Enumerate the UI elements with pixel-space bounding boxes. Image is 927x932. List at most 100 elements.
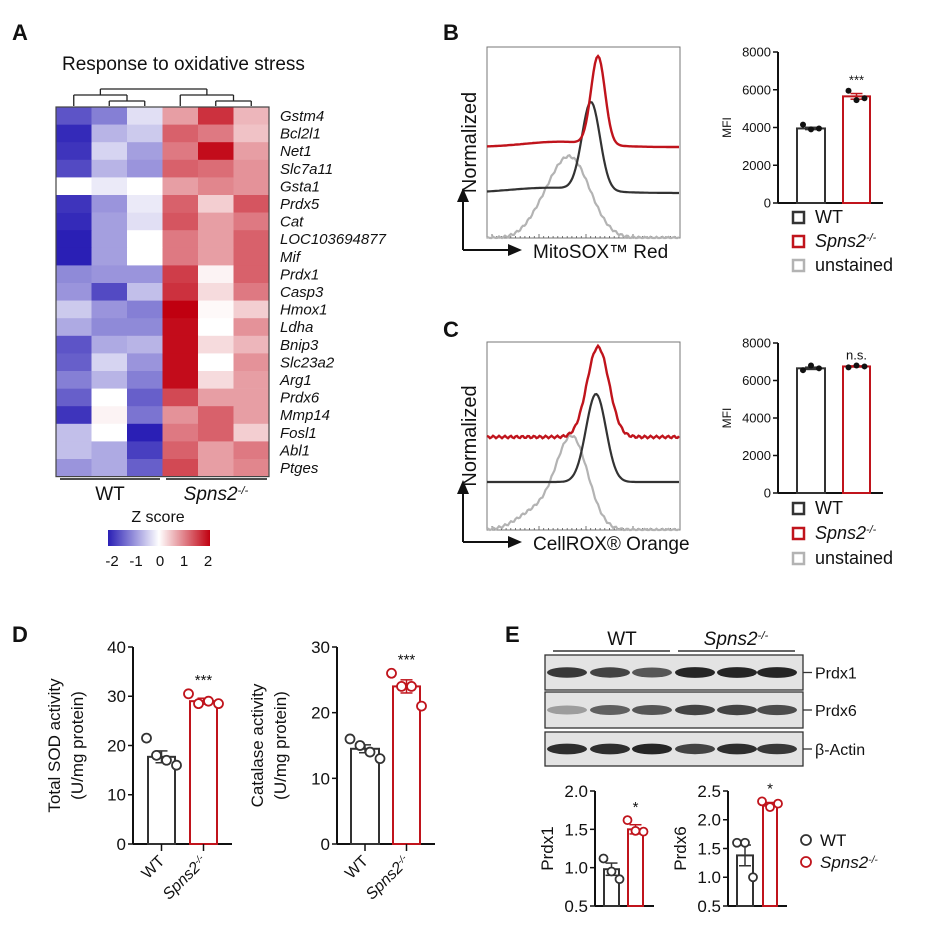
data-point bbox=[354, 740, 366, 751]
data-point bbox=[765, 802, 775, 812]
bar-wt bbox=[350, 747, 380, 845]
blot-band bbox=[757, 667, 797, 678]
legend-label-wt: WT bbox=[815, 498, 843, 518]
heatmap-cell bbox=[162, 195, 199, 213]
blot-band bbox=[590, 743, 630, 755]
heatmap-cell bbox=[198, 212, 234, 231]
data-point bbox=[630, 825, 641, 836]
data-point bbox=[396, 681, 407, 692]
genotype-superscript: -/- bbox=[868, 855, 878, 866]
heatmap-cell bbox=[233, 159, 270, 178]
heatmap-cell bbox=[233, 459, 270, 477]
heatmap-cell bbox=[233, 300, 270, 319]
arrow-head-icon bbox=[457, 480, 469, 494]
heatmap-cell bbox=[233, 283, 270, 301]
colorbar bbox=[108, 530, 210, 546]
gene-label: Prdx1 bbox=[280, 266, 319, 283]
blot-band bbox=[632, 704, 672, 716]
bar-ko bbox=[392, 685, 421, 846]
genotype-base: Spns2 bbox=[704, 629, 758, 650]
gene-label: Abl1 bbox=[279, 442, 310, 459]
heatmap-cell bbox=[56, 335, 92, 354]
data-point bbox=[406, 681, 417, 692]
legend-marker-ko bbox=[800, 856, 812, 868]
heatmap-cell bbox=[198, 459, 234, 477]
arrow-head-icon bbox=[508, 536, 522, 548]
genotype-superscript: -/- bbox=[238, 485, 249, 497]
heatmap-cell bbox=[91, 230, 128, 249]
heatmap-cell bbox=[198, 353, 234, 372]
blot-band bbox=[590, 667, 630, 678]
blot-group-wt: WT bbox=[607, 629, 637, 650]
y-axis-label: Prdx1 bbox=[538, 826, 557, 870]
heatmap-cell bbox=[127, 441, 163, 460]
heatmap-cell bbox=[127, 423, 163, 442]
heatmap-cell bbox=[162, 124, 199, 143]
heatmap-cell bbox=[233, 388, 270, 407]
heatmap-cell bbox=[127, 265, 163, 284]
data-point bbox=[364, 746, 376, 758]
y-tick-label: 0.5 bbox=[564, 897, 588, 916]
data-point bbox=[151, 749, 162, 761]
histogram-ylabel: Normalized bbox=[459, 92, 481, 193]
data-point bbox=[861, 363, 868, 370]
blot-band bbox=[757, 704, 797, 716]
heatmap-cell bbox=[56, 318, 92, 337]
heatmap-cell bbox=[91, 300, 128, 319]
data-point bbox=[213, 698, 224, 710]
data-point bbox=[203, 695, 214, 707]
colorbar-tick: 1 bbox=[180, 553, 188, 570]
heatmap-cell bbox=[91, 441, 128, 460]
wt-histogram bbox=[487, 392, 679, 484]
significance-label: *** bbox=[195, 672, 213, 689]
heatmap-cell bbox=[233, 212, 270, 231]
heatmap-cell bbox=[56, 124, 92, 143]
heatmap-cell bbox=[198, 195, 234, 213]
heatmap-cell bbox=[127, 177, 163, 196]
panel-label-E: E bbox=[505, 622, 520, 647]
heatmap-cell bbox=[127, 212, 163, 231]
blot-band bbox=[632, 743, 672, 755]
y-tick-label: 2000 bbox=[742, 448, 771, 463]
heatmap-cell bbox=[198, 406, 234, 425]
heatmap-cell bbox=[56, 177, 92, 196]
heatmap-cell bbox=[127, 247, 163, 266]
histogram-xlabel: CellROX® Orange bbox=[533, 534, 690, 555]
panel-label-C: C bbox=[443, 317, 459, 342]
heatmap-cell bbox=[233, 107, 270, 125]
blot-band bbox=[675, 743, 715, 755]
heatmap-cell bbox=[91, 353, 128, 372]
bar-ko bbox=[189, 700, 218, 845]
gene-label: Cat bbox=[280, 214, 304, 231]
y-axis-label: MFI bbox=[720, 117, 734, 138]
data-point bbox=[853, 97, 860, 104]
legend-swatch-unstained bbox=[791, 551, 806, 566]
blot-label: Prdx6 bbox=[815, 703, 857, 720]
heatmap-cell bbox=[198, 247, 234, 266]
heatmap-cell bbox=[162, 107, 199, 125]
y-axis-label: MFI bbox=[720, 408, 734, 429]
y-tick-label: 2.0 bbox=[697, 811, 721, 830]
heatmap-cell bbox=[56, 353, 92, 372]
y-tick-label: 0.5 bbox=[697, 897, 721, 916]
panel-label-B: B bbox=[443, 20, 459, 45]
heatmap-cell bbox=[233, 230, 270, 249]
heatmap-cell bbox=[198, 318, 234, 337]
heatmap-border bbox=[55, 106, 270, 478]
colorbar-label: Z score bbox=[131, 509, 184, 526]
heatmap-cell bbox=[127, 142, 163, 161]
genotype-superscript: -/- bbox=[866, 232, 877, 244]
data-point bbox=[845, 364, 852, 371]
heatmap-cell bbox=[162, 318, 199, 337]
group-label-ko: Spns2-/- bbox=[184, 484, 249, 505]
histogram-frame bbox=[486, 46, 681, 239]
heatmap-cell bbox=[233, 335, 270, 354]
data-point bbox=[598, 853, 609, 864]
heatmap-cell bbox=[233, 406, 270, 425]
y-tick-label: 1.0 bbox=[697, 868, 721, 887]
data-point bbox=[800, 367, 806, 374]
data-point bbox=[740, 837, 750, 848]
gene-label: Slc23a2 bbox=[280, 354, 335, 371]
panel-label-D: D bbox=[12, 622, 28, 647]
heatmap-cell bbox=[233, 371, 270, 389]
